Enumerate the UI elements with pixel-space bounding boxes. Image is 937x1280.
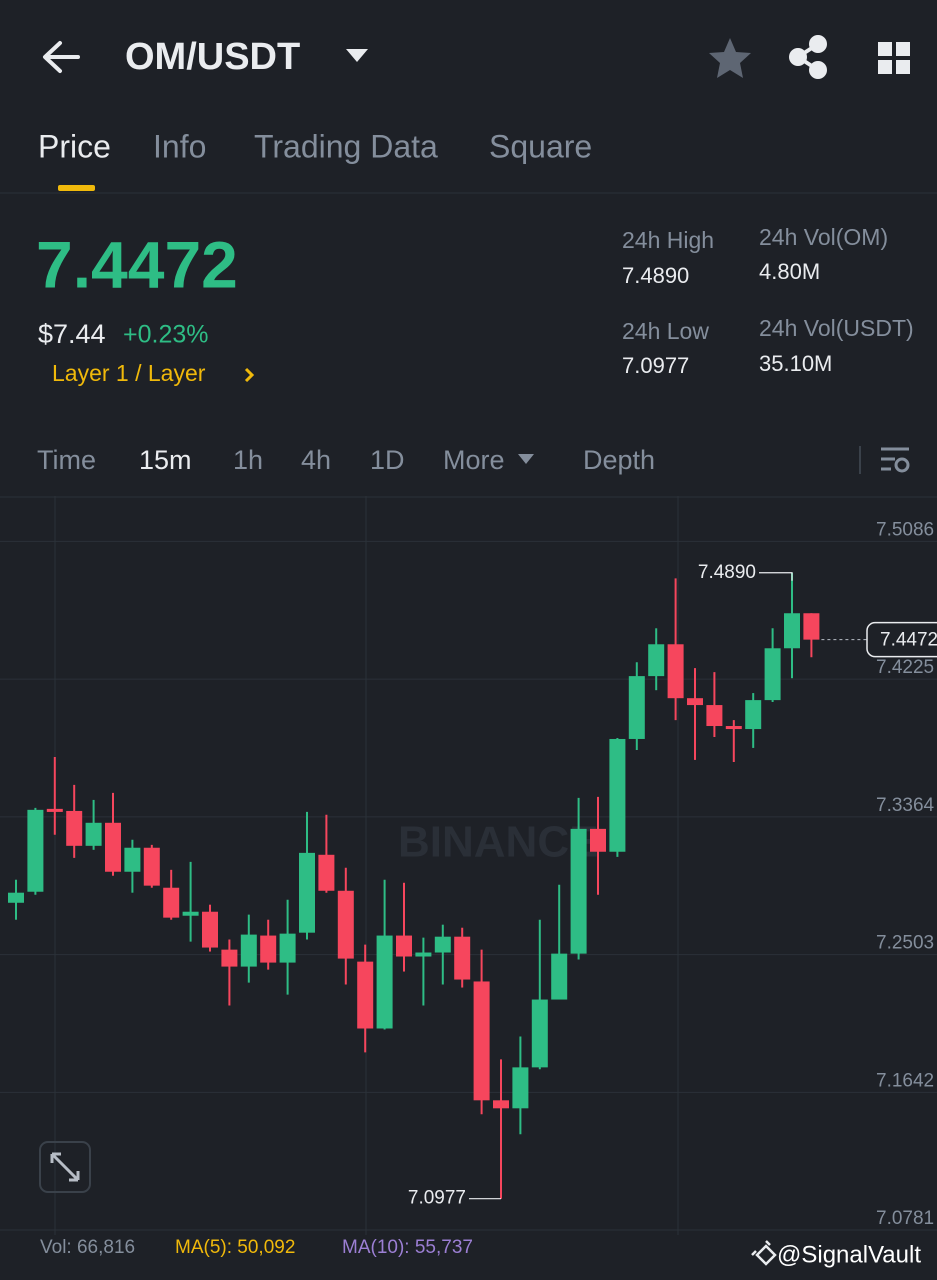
pair-title[interactable]: OM/USDT (125, 36, 300, 78)
candle-body (687, 698, 703, 706)
menu-icon[interactable] (878, 42, 910, 74)
share-icon[interactable] (789, 35, 827, 79)
candle-body (648, 644, 665, 677)
candle-body (279, 933, 296, 963)
credit-icon (751, 1240, 777, 1266)
high-marker-line (759, 572, 793, 581)
back-button[interactable] (43, 41, 80, 73)
ma10-indicator: MA(10): 55,737 (342, 1237, 473, 1258)
stat-label: 24h Vol(OM) (759, 224, 888, 250)
tab[interactable]: Price (38, 128, 111, 164)
interval[interactable]: 1D (370, 445, 405, 475)
y-tick-label: 7.1642 (876, 1070, 934, 1091)
candle-body (46, 808, 63, 812)
low-marker-label: 7.0977 (408, 1188, 466, 1209)
last-price-label: 7.4472 (880, 630, 937, 651)
more-caret[interactable] (518, 454, 534, 464)
favorite-icon[interactable] (709, 38, 751, 78)
candle-body (454, 936, 471, 980)
candle-body (667, 644, 684, 699)
y-tick-label: 7.2503 (876, 933, 934, 954)
candle-body (240, 934, 257, 967)
stat-value: 4.80M (759, 259, 820, 284)
candle-body (590, 828, 606, 852)
candle-body (512, 1067, 529, 1109)
expand-icon[interactable] (50, 1152, 80, 1182)
interval[interactable]: More (443, 445, 505, 475)
candle-body (143, 847, 160, 886)
candle-body (493, 1100, 509, 1109)
stat-label: 24h Vol(USDT) (759, 315, 914, 341)
high-marker-label: 7.4890 (698, 562, 756, 583)
candle-body (27, 809, 44, 892)
candle-body (434, 936, 451, 953)
stat-label: 24h High (622, 227, 714, 253)
candle-body (531, 999, 548, 1068)
candle-body (124, 847, 141, 872)
candle-body (318, 854, 335, 891)
candle-body (202, 911, 218, 948)
candle-body (163, 887, 180, 918)
last-price-box (866, 621, 937, 658)
expand-button[interactable] (39, 1141, 91, 1193)
candle-body (221, 949, 238, 967)
candle-body (764, 648, 781, 701)
chart-settings-icon[interactable] (881, 447, 910, 473)
stat-label: 24h Low (622, 318, 709, 344)
candle-body (784, 613, 800, 649)
stat-value: 7.4890 (622, 263, 689, 288)
candle-body (376, 935, 393, 1029)
tab[interactable]: Square (489, 128, 592, 164)
interval[interactable]: 15m (139, 445, 192, 475)
candle-body (260, 935, 277, 963)
candle-body (337, 890, 354, 959)
interval[interactable]: 1h (233, 445, 263, 475)
volume-indicator: Vol: 66,816 (40, 1237, 135, 1258)
candle-body (628, 676, 645, 739)
y-tick-label: 7.0781 (876, 1208, 934, 1229)
tab[interactable]: Trading Data (254, 128, 438, 164)
interval[interactable]: Depth (583, 445, 655, 475)
candle-body (396, 935, 412, 957)
interval[interactable]: 4h (301, 445, 331, 475)
candle-body (8, 892, 24, 903)
credit: @SignalVault (777, 1241, 921, 1268)
candle-body (745, 700, 762, 730)
candle-body (551, 953, 568, 1000)
last-price: 7.4472 (36, 227, 238, 301)
watermark: BINANCE (398, 818, 598, 867)
candle-body (66, 810, 83, 846)
ma5-indicator: MA(5): 50,092 (175, 1237, 295, 1258)
price-change: +0.23% (123, 321, 209, 349)
chart: BINANCE 7.5086 7.4225 7.3364 7.2503 7.1642 7.0… (0, 496, 937, 1235)
candle-body (570, 828, 587, 954)
stat-value: 35.10M (759, 351, 832, 376)
category-tag[interactable]: Layer 1 / Layer (52, 360, 206, 386)
tab-indicator (58, 185, 95, 191)
candle-body (803, 613, 820, 640)
candle-body (182, 911, 199, 916)
pair-caret[interactable] (346, 49, 368, 62)
tab[interactable]: Info (153, 128, 206, 164)
y-tick-label: 7.4225 (876, 657, 934, 678)
interval[interactable]: Time (37, 445, 96, 475)
candle-body (725, 726, 742, 730)
candle-body (415, 952, 432, 957)
y-tick-label: 7.5086 (876, 519, 934, 540)
candle-body (609, 738, 626, 852)
candle-body (105, 822, 121, 872)
usd-price: $7.44 (38, 319, 106, 349)
stat-value: 7.0977 (622, 353, 689, 378)
candle-body (357, 961, 374, 1029)
candle-body (706, 705, 723, 727)
candle-body (85, 822, 102, 846)
candle-body (299, 852, 315, 933)
tag-chevron[interactable] (244, 367, 255, 383)
candle-body (473, 981, 490, 1101)
y-tick-label: 7.3364 (876, 795, 935, 816)
